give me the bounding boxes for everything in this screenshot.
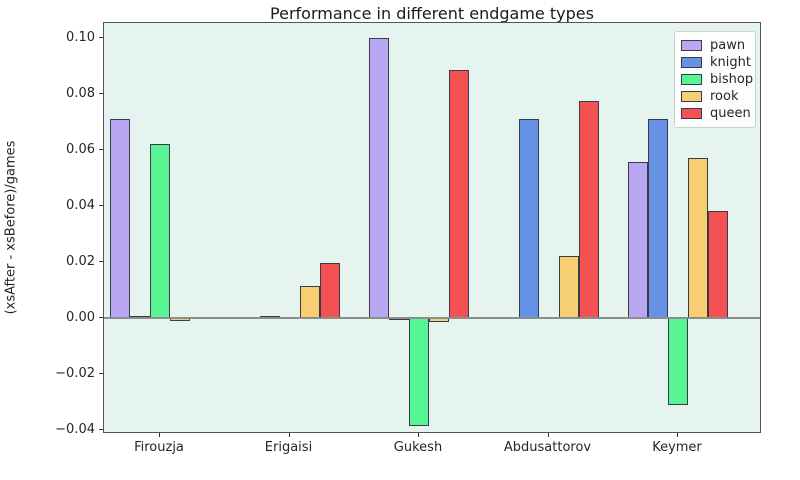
bar-rook-keymer	[688, 158, 708, 319]
bar-queen-keymer	[708, 211, 728, 319]
legend-swatch-queen-icon	[681, 108, 702, 119]
x-tick-label: Erigaisi	[264, 440, 313, 455]
y-tick-mark	[99, 261, 103, 263]
chart-title: Performance in different endgame types	[270, 4, 594, 23]
x-tick-label: Firouzja	[134, 440, 184, 455]
y-tick-mark	[99, 37, 103, 39]
bar-bishop-gukesh	[409, 318, 429, 426]
x-tick-mark	[547, 433, 549, 437]
bar-queen-erigaisi	[319, 262, 340, 319]
bar-knight-abdusattorov	[518, 119, 539, 319]
x-tick-mark	[288, 433, 290, 437]
y-axis-label: (xsAfter - xsBefore)/games	[3, 140, 19, 315]
legend-swatch-knight-icon	[681, 57, 702, 68]
y-tick-mark	[99, 317, 103, 319]
legend-label: pawn	[710, 38, 746, 53]
x-tick-label: Keymer	[652, 440, 702, 455]
legend-swatch-bishop-icon	[681, 74, 702, 85]
bar-queen-abdusattorov	[578, 101, 599, 319]
bar-bishop-keymer	[668, 318, 688, 406]
legend-label: rook	[710, 89, 739, 104]
legend-item-queen: queen	[681, 105, 751, 122]
y-tick-label: 0.04	[66, 197, 95, 213]
y-tick-mark	[99, 149, 103, 151]
zero-line	[104, 317, 760, 320]
bar-pawn-gukesh	[369, 38, 389, 319]
bar-pawn-firouzja	[110, 118, 130, 319]
legend: pawn knight bishop rook queen	[674, 31, 756, 128]
legend-item-rook: rook	[681, 88, 749, 105]
bar-queen-gukesh	[449, 70, 469, 319]
x-tick-mark	[677, 433, 678, 437]
x-tick-mark	[159, 433, 160, 437]
y-tick-label: −0.02	[55, 365, 95, 381]
legend-label: bishop	[710, 72, 754, 87]
y-tick-label: −0.04	[55, 421, 95, 437]
y-tick-mark	[99, 373, 103, 375]
legend-item-bishop: bishop	[681, 71, 753, 88]
bar-bishop-firouzja	[150, 144, 170, 319]
y-tick-label: 0.00	[66, 309, 95, 325]
legend-swatch-rook-icon	[681, 91, 702, 102]
y-tick-label: 0.02	[66, 253, 95, 269]
x-tick-mark	[418, 433, 419, 437]
legend-label: knight	[710, 55, 751, 70]
y-tick-mark	[99, 93, 103, 95]
legend-label: queen	[710, 106, 751, 121]
x-tick-label: Abdusattorov	[503, 440, 592, 455]
y-tick-mark	[99, 205, 103, 207]
bar-knight-keymer	[648, 119, 668, 319]
y-tick-label: 0.06	[66, 141, 95, 157]
y-tick-label: 0.08	[66, 85, 95, 101]
legend-item-knight: knight	[681, 54, 751, 71]
y-tick-label: 0.10	[66, 29, 95, 45]
legend-swatch-pawn-icon	[681, 40, 702, 51]
bar-rook-abdusattorov	[558, 256, 579, 319]
legend-item-pawn: pawn	[681, 37, 749, 54]
bar-rook-erigaisi	[299, 286, 320, 319]
x-tick-label: Gukesh	[393, 440, 443, 455]
plot-area: pawn knight bishop rook queen	[103, 22, 761, 433]
y-tick-mark	[99, 429, 103, 431]
bar-pawn-keymer	[628, 162, 648, 319]
